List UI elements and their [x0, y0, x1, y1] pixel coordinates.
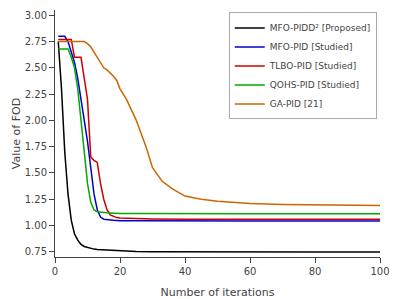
svg-text:0: 0 — [52, 266, 58, 277]
svg-text:GA-PID [21]: GA-PID [21] — [270, 99, 323, 109]
svg-text:2.00: 2.00 — [25, 115, 47, 126]
svg-text:QOHS-PID [Studied]: QOHS-PID [Studied] — [270, 80, 359, 90]
svg-text:1.25: 1.25 — [25, 194, 47, 205]
svg-text:2.25: 2.25 — [25, 89, 47, 100]
svg-text:Number of iterations: Number of iterations — [161, 286, 275, 299]
svg-text:3.00: 3.00 — [25, 10, 47, 21]
svg-text:0.75: 0.75 — [25, 246, 47, 257]
svg-text:20: 20 — [114, 266, 127, 277]
svg-text:2.75: 2.75 — [25, 36, 47, 47]
svg-text:2.50: 2.50 — [25, 62, 47, 73]
svg-text:MFO-PIDD² [Proposed]: MFO-PIDD² [Proposed] — [270, 23, 370, 33]
svg-text:40: 40 — [179, 266, 192, 277]
svg-text:1.00: 1.00 — [25, 220, 47, 231]
svg-text:1.75: 1.75 — [25, 141, 47, 152]
svg-text:MFO-PID [Studied]: MFO-PID [Studied] — [270, 42, 353, 52]
svg-text:80: 80 — [309, 266, 322, 277]
svg-text:60: 60 — [244, 266, 257, 277]
svg-text:TLBO-PID [Studied]: TLBO-PID [Studied] — [269, 61, 356, 71]
svg-text:1.50: 1.50 — [25, 167, 47, 178]
svg-text:100: 100 — [370, 266, 389, 277]
svg-text:Value of FOD: Value of FOD — [10, 98, 23, 169]
